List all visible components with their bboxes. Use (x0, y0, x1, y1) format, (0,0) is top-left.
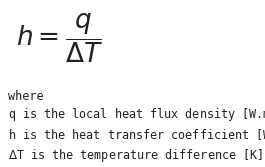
Text: h is the heat transfer coefficient [W.m$^{-2}$.K]: h is the heat transfer coefficient [W.m$… (8, 126, 265, 144)
Text: $\mathit{h} = \dfrac{\mathit{q}}{\Delta \mathit{T}}$: $\mathit{h} = \dfrac{\mathit{q}}{\Delta … (16, 12, 103, 65)
Text: $\Delta$T is the temperature difference [K]: $\Delta$T is the temperature difference … (8, 147, 263, 164)
Text: where: where (8, 90, 43, 103)
Text: q is the local heat flux density [W.m$^{-2}$]: q is the local heat flux density [W.m$^{… (8, 105, 265, 125)
